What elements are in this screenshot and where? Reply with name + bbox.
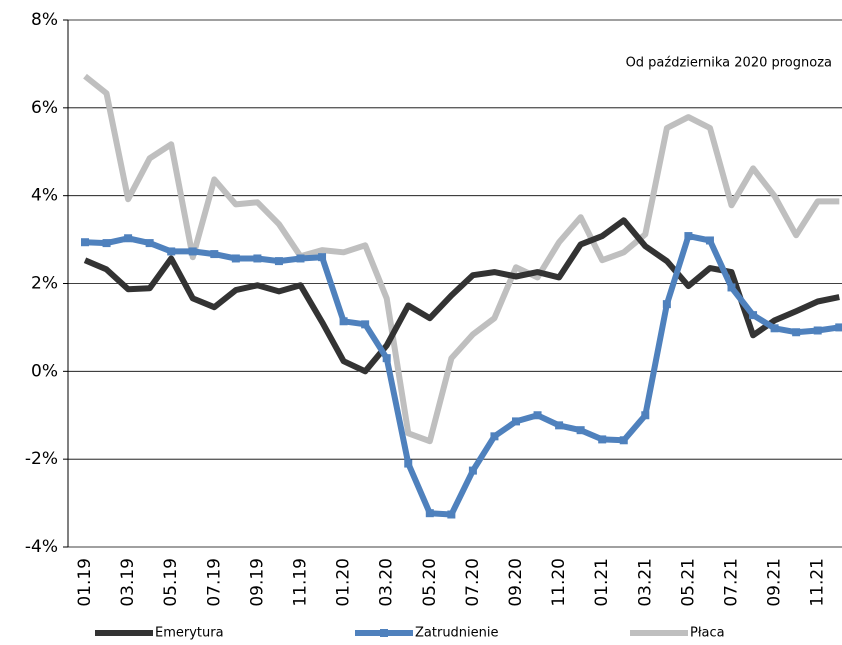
point-marker <box>167 247 176 256</box>
point-marker <box>662 300 671 309</box>
x-tick-label: 09.20 <box>506 558 526 607</box>
point-marker <box>555 421 564 430</box>
x-tick-label: 05.19 <box>161 558 181 607</box>
point-marker <box>533 411 542 420</box>
legend-marker <box>380 629 388 637</box>
y-tick-label: -2% <box>25 449 58 469</box>
point-marker <box>749 311 758 320</box>
point-marker <box>813 326 822 335</box>
x-tick-label: 01.20 <box>334 558 354 607</box>
x-tick-label: 11.20 <box>549 558 569 607</box>
annotation: Od października 2020 prognoza <box>626 56 832 71</box>
x-tick-label: 01.19 <box>75 558 95 607</box>
point-marker <box>576 426 585 435</box>
point-marker <box>124 234 133 243</box>
point-marker <box>835 323 842 332</box>
point-marker <box>705 236 714 245</box>
point-marker <box>598 435 607 444</box>
x-tick-label: 03.21 <box>635 558 655 607</box>
y-tick-label: 8% <box>31 10 58 30</box>
point-marker <box>619 436 628 445</box>
point-marker <box>102 239 111 248</box>
x-tick-label: 11.21 <box>808 558 828 607</box>
point-marker <box>641 411 650 420</box>
x-tick-label: 11.19 <box>291 558 311 607</box>
point-marker <box>447 510 456 519</box>
y-tick-label: 4% <box>31 186 58 206</box>
legend-label: Zatrudnienie <box>415 626 499 641</box>
y-tick-label: 2% <box>31 274 58 294</box>
x-tick-label: 01.21 <box>592 558 612 607</box>
y-tick-label: -4% <box>25 537 58 557</box>
point-marker <box>361 320 370 329</box>
x-tick-label: 07.21 <box>722 558 742 607</box>
point-marker <box>512 417 520 426</box>
series-line <box>83 73 840 445</box>
x-tick-label: 09.19 <box>247 558 267 607</box>
point-marker <box>231 254 240 263</box>
x-tick-label: 09.21 <box>765 558 785 607</box>
y-tick-label: 0% <box>31 361 58 381</box>
point-marker <box>274 257 283 266</box>
point-marker <box>770 324 779 333</box>
x-tick-label: 07.20 <box>463 558 483 607</box>
point-marker <box>684 232 693 241</box>
point-marker <box>727 283 736 292</box>
point-marker <box>296 254 305 263</box>
legend-label: Emerytura <box>155 626 224 641</box>
point-marker <box>468 466 477 475</box>
x-tick-label: 05.21 <box>678 558 698 607</box>
series-line <box>83 217 840 375</box>
x-tick-label: 03.19 <box>118 558 138 607</box>
point-marker <box>210 250 219 259</box>
point-marker <box>318 253 327 262</box>
x-tick-label: 03.20 <box>377 558 397 607</box>
y-tick-label: 6% <box>31 98 58 118</box>
point-marker <box>382 354 391 363</box>
point-marker <box>145 239 154 248</box>
series-line <box>84 233 840 518</box>
point-marker <box>792 328 801 337</box>
point-marker <box>490 432 499 441</box>
point-marker <box>339 317 348 326</box>
legend-label: Płaca <box>690 626 725 641</box>
x-tick-label: 05.20 <box>420 558 440 607</box>
point-marker <box>425 509 434 518</box>
point-marker <box>188 247 197 256</box>
x-tick-label: 07.19 <box>204 558 224 607</box>
point-marker <box>404 459 413 468</box>
point-marker <box>253 254 262 263</box>
point-marker <box>81 238 89 247</box>
